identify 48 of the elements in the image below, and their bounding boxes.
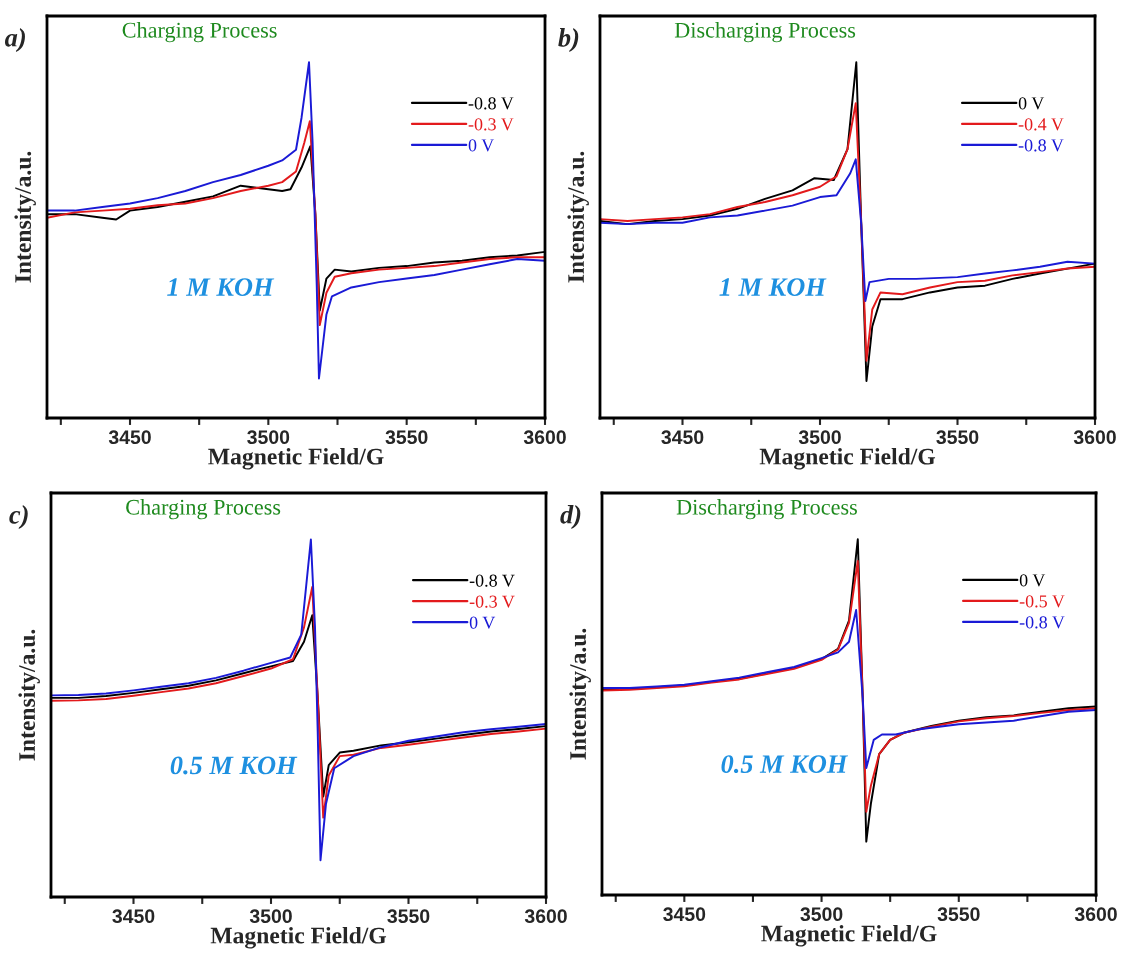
chart-subtitle: Charging Process [122, 22, 277, 43]
x-tick-label: 3550 [387, 909, 430, 924]
x-axis-title: Magnetic Field/G [761, 924, 937, 947]
x-tick-label: 3500 [800, 907, 843, 922]
chart-title: a) [4, 28, 25, 52]
legend-label: 0 V [469, 616, 496, 629]
y-axis-title: Intensity/a.u. [18, 629, 40, 761]
y-axis-title: Intensity/a.u. [14, 151, 36, 283]
x-tick-label: 3550 [385, 430, 428, 445]
x-tick-label: 3550 [937, 907, 980, 922]
legend-label: -0.8 V [469, 574, 515, 587]
chart-title: c) [9, 505, 28, 530]
chart-title: d) [560, 505, 581, 529]
y-axis-title: Intensity/a.u. [567, 151, 589, 283]
x-tick-label: 3600 [1073, 430, 1116, 445]
chart-subtitle: Discharging Process [676, 499, 857, 520]
y-axis-title: Intensity/a.u. [569, 628, 591, 760]
x-tick-label: 3600 [1074, 907, 1117, 922]
legend-label: -0.8 V [1018, 139, 1064, 152]
x-axis-title: Magnetic Field/G [210, 926, 387, 949]
x-axis-title: Magnetic Field/G [759, 447, 936, 470]
legend-label: -0.5 V [1019, 595, 1065, 608]
legend-label: 0 V [1018, 97, 1045, 110]
chart-subtitle: Discharging Process [674, 22, 856, 43]
annotation: 0.5 M KOH [170, 756, 298, 775]
x-tick-label: 3550 [936, 430, 979, 445]
legend-label: -0.3 V [469, 595, 515, 608]
annotation: 1 M KOH [719, 278, 827, 296]
x-tick-label: 3450 [108, 430, 151, 445]
x-tick-label: 3450 [663, 907, 706, 922]
legend-label: -0.3 V [468, 118, 514, 131]
legend-label: -0.8 V [1019, 616, 1065, 629]
legend-label: 0 V [1019, 574, 1046, 587]
x-tick-label: 3500 [249, 909, 292, 924]
x-tick-label: 3600 [523, 430, 566, 445]
chart-subtitle: Charging Process [126, 499, 281, 520]
x-axis-title: Magnetic Field/G [208, 447, 384, 470]
annotation: 0.5 M KOH [721, 755, 849, 774]
annotation: 1 M KOH [167, 278, 275, 296]
x-tick-label: 3450 [112, 909, 155, 924]
x-tick-label: 3450 [661, 430, 704, 445]
chart-title: b) [558, 28, 579, 52]
legend-label: -0.8 V [468, 97, 514, 110]
legend-label: -0.4 V [1018, 118, 1064, 131]
x-tick-label: 3500 [247, 430, 290, 445]
legend-label: 0 V [468, 139, 495, 152]
x-tick-label: 3600 [524, 909, 567, 924]
x-tick-label: 3500 [798, 430, 841, 445]
